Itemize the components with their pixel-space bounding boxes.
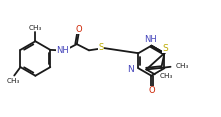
Text: CH₃: CH₃ — [175, 63, 189, 69]
Text: S: S — [163, 44, 168, 53]
Text: O: O — [148, 86, 155, 95]
Text: O: O — [76, 25, 82, 34]
Text: S: S — [99, 43, 104, 52]
Text: NH: NH — [56, 46, 69, 55]
Text: N: N — [127, 65, 133, 74]
Text: NH: NH — [144, 35, 157, 44]
Text: CH₃: CH₃ — [160, 73, 173, 79]
Text: CH₃: CH₃ — [29, 25, 42, 31]
Text: CH₃: CH₃ — [6, 78, 20, 84]
